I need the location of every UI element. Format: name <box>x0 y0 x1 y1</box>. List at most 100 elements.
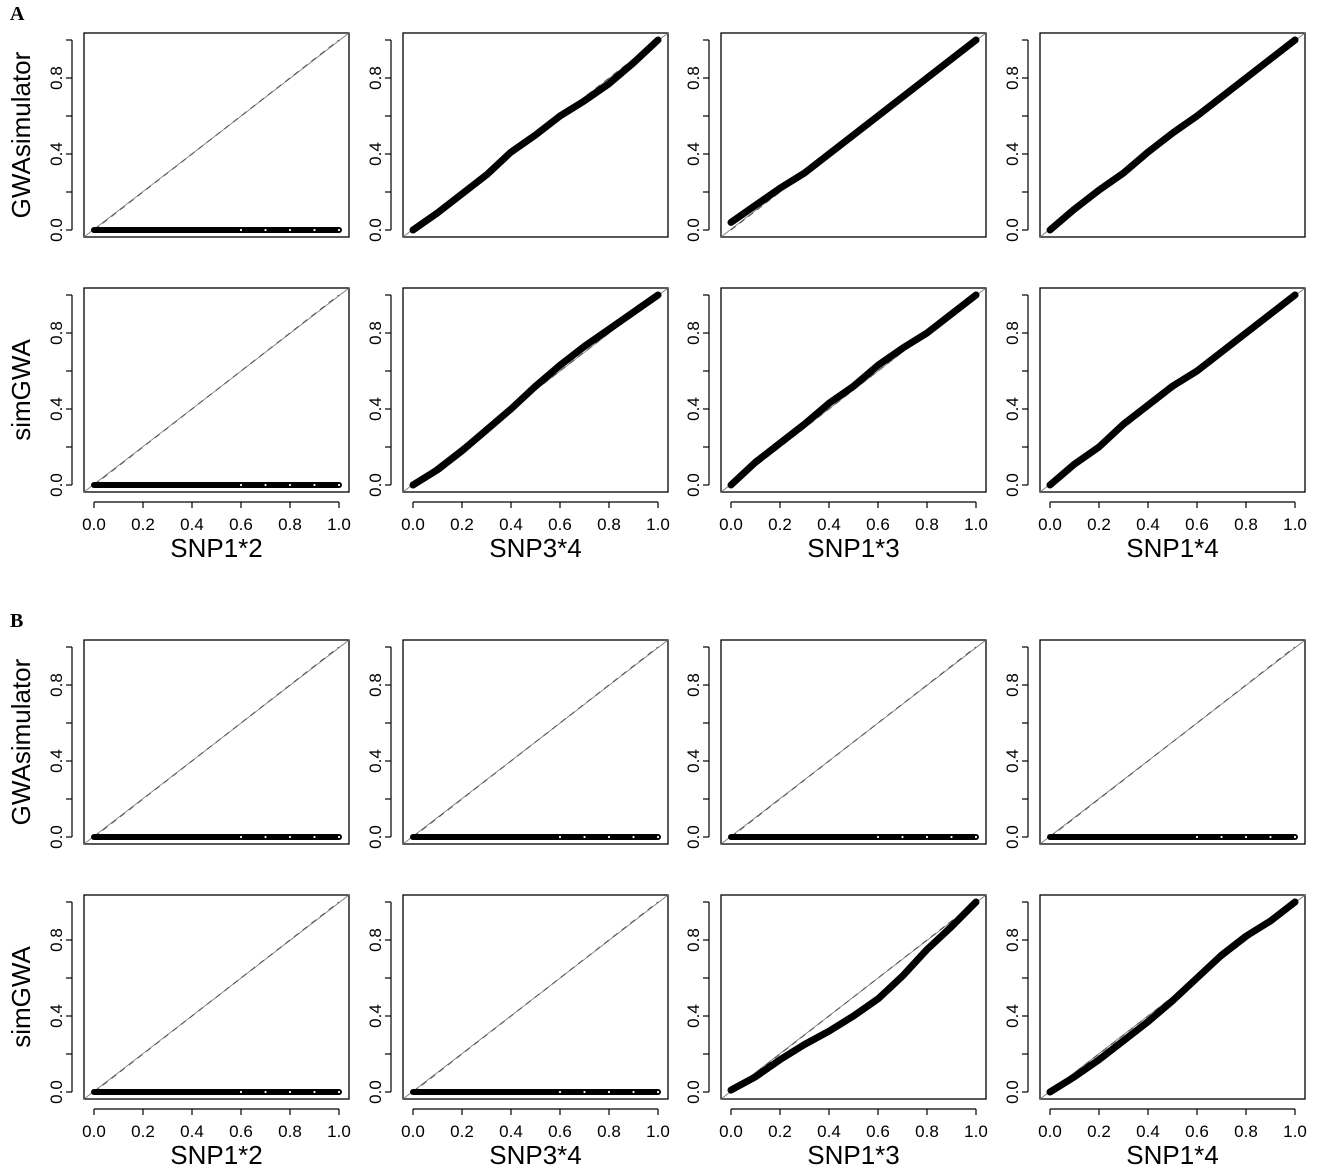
chart-15-frame <box>720 894 987 1100</box>
chart-2: 0.0 0.4 0.8 <box>366 32 669 242</box>
chart-5-series-gap-5 <box>337 483 341 487</box>
chart-11-y-tick-label-3: 0.8 <box>684 673 703 697</box>
chart-5-x-tick-label-2: 0.2 <box>131 515 155 534</box>
chart-6-y-tick-label-3: 0.8 <box>366 321 385 345</box>
chart-5-y-axis-label: simGWA <box>6 339 36 441</box>
chart-13-x-tick-label-2: 0.2 <box>131 1122 155 1141</box>
chart-13: 0.0 0.4 0.8 simGWA 0.0 0.2 0.4 0.6 0.8 1.0 SNP1*2 <box>6 894 351 1170</box>
chart-16-x-tick-label-6: 1.0 <box>1283 1122 1307 1141</box>
chart-13-y-tick-label-2: 0.4 <box>47 1004 66 1028</box>
chart-15-x-tick-label-2: 0.2 <box>768 1122 792 1141</box>
chart-15-series-1 <box>727 898 980 1094</box>
chart-6-x-tick-label-2: 0.2 <box>450 515 474 534</box>
chart-9-series-gap-1 <box>239 835 243 839</box>
chart-1-frame <box>83 32 350 238</box>
chart-5-series-gap-3 <box>288 483 292 487</box>
chart-10-y-tick-label-3: 0.8 <box>366 673 385 697</box>
chart-11-series-gap-2 <box>901 835 904 839</box>
chart-8-series-1 <box>1046 291 1299 489</box>
chart-9-series-gap-3 <box>288 835 292 839</box>
chart-9-y-tick-label-3: 0.8 <box>47 673 66 697</box>
chart-8-x-tick-label-2: 0.2 <box>1087 515 1111 534</box>
chart-11-series-gap-5 <box>974 835 978 839</box>
chart-14-series-gap-2 <box>583 1090 586 1094</box>
chart-3-series-1 <box>727 36 980 226</box>
chart-15-x-tick-label-6: 1.0 <box>964 1122 988 1141</box>
chart-4-y-tick-label-1: 0.0 <box>1003 218 1022 242</box>
chart-5-frame <box>83 287 350 493</box>
chart-6-series-1 <box>409 291 662 489</box>
chart-2-y-tick-label-2: 0.4 <box>366 142 385 166</box>
chart-16-x-tick-label-4: 0.6 <box>1185 1122 1209 1141</box>
chart-7-x-tick-label-5: 0.8 <box>915 515 939 534</box>
chart-5-y-tick-label-3: 0.8 <box>47 321 66 345</box>
chart-5-reference-line <box>93 294 340 486</box>
chart-2-y-tick-label-3: 0.8 <box>366 66 385 90</box>
chart-10-reference-line <box>412 646 659 838</box>
chart-12: 0.0 0.4 0.8 <box>1003 639 1306 849</box>
chart-15-y-tick-label-3: 0.8 <box>684 928 703 952</box>
chart-15: 0.0 0.4 0.8 0.0 0.2 0.4 0.6 0.8 1.0 SNP1*3 <box>684 894 988 1170</box>
chart-5-y-tick-label-1: 0.0 <box>47 473 66 497</box>
chart-14: 0.0 0.4 0.8 0.0 0.2 0.4 0.6 0.8 1.0 SNP3*4 <box>366 894 670 1170</box>
chart-10-y-tick-label-2: 0.4 <box>366 749 385 773</box>
chart-5-x-tick-label-6: 1.0 <box>327 515 351 534</box>
chart-10-series-gap-4 <box>632 835 635 839</box>
chart-1-reference-line <box>93 39 340 231</box>
chart-5: 0.0 0.4 0.8 simGWA 0.0 0.2 0.4 0.6 0.8 1.0 SNP1*2 <box>6 287 351 563</box>
chart-7: 0.0 0.4 0.8 0.0 0.2 0.4 0.6 0.8 1.0 SNP1*3 <box>684 287 988 563</box>
chart-6-x-tick-label-5: 0.8 <box>597 515 621 534</box>
chart-13-y-tick-label-3: 0.8 <box>47 928 66 952</box>
chart-15-y-tick-label-1: 0.0 <box>684 1080 703 1104</box>
chart-14-y-tick-label-2: 0.4 <box>366 1004 385 1028</box>
chart-6-x-tick-label-3: 0.4 <box>499 515 523 534</box>
chart-8-x-tick-label-4: 0.6 <box>1185 515 1209 534</box>
chart-9-frame <box>83 639 350 845</box>
chart-3-y-tick-label-1: 0.0 <box>684 218 703 242</box>
chart-13-series-gap-1 <box>239 1090 243 1094</box>
chart-9-series-gap-2 <box>264 835 267 839</box>
chart-14-series-gap-5 <box>656 1090 660 1094</box>
chart-13-series-gap-4 <box>313 1090 316 1094</box>
chart-5-y-tick-label-2: 0.4 <box>47 397 66 421</box>
chart-16: 0.0 0.4 0.8 0.0 0.2 0.4 0.6 0.8 1.0 SNP1*4 <box>1003 894 1307 1170</box>
chart-16-series-1 <box>1046 898 1299 1096</box>
chart-2-series-1 <box>409 36 662 234</box>
panel-letter-b: B <box>10 610 23 632</box>
chart-11: 0.0 0.4 0.8 <box>684 639 987 849</box>
chart-14-x-tick-label-1: 0.0 <box>401 1122 425 1141</box>
chart-13-series-gap-2 <box>264 1090 267 1094</box>
chart-7-y-tick-label-1: 0.0 <box>684 473 703 497</box>
chart-12-series-gap-5 <box>1293 835 1297 839</box>
chart-14-series-gap-4 <box>632 1090 635 1094</box>
chart-15-y-tick-label-2: 0.4 <box>684 1004 703 1028</box>
chart-8-frame <box>1039 287 1306 493</box>
chart-14-series-gap-3 <box>607 1090 611 1094</box>
chart-14-x-axis-label: SNP3*4 <box>489 1140 582 1170</box>
chart-14-frame <box>402 894 669 1100</box>
chart-5-x-tick-label-1: 0.0 <box>82 515 106 534</box>
chart-1-series-gap-1 <box>239 228 243 232</box>
chart-8-y-tick-label-1: 0.0 <box>1003 473 1022 497</box>
chart-14-y-tick-label-1: 0.0 <box>366 1080 385 1104</box>
chart-11-frame <box>720 639 987 845</box>
chart-1-series-gap-5 <box>337 228 341 232</box>
chart-10: 0.0 0.4 0.8 <box>366 639 669 849</box>
chart-14-y-tick-label-3: 0.8 <box>366 928 385 952</box>
chart-8: 0.0 0.4 0.8 0.0 0.2 0.4 0.6 0.8 1.0 SNP1*4 <box>1003 287 1307 563</box>
chart-5-series-gap-4 <box>313 483 316 487</box>
chart-12-y-tick-label-1: 0.0 <box>1003 825 1022 849</box>
chart-8-y-tick-label-3: 0.8 <box>1003 321 1022 345</box>
chart-13-reference-line <box>93 901 340 1093</box>
chart-10-series-gap-1 <box>558 835 562 839</box>
chart-16-y-tick-label-1: 0.0 <box>1003 1080 1022 1104</box>
chart-9-reference-line <box>93 646 340 838</box>
chart-7-x-tick-label-3: 0.4 <box>817 515 841 534</box>
chart-15-reference-line <box>730 901 977 1093</box>
chart-11-y-tick-label-1: 0.0 <box>684 825 703 849</box>
chart-10-y-tick-label-1: 0.0 <box>366 825 385 849</box>
chart-5-x-tick-label-3: 0.4 <box>180 515 204 534</box>
chart-11-series-gap-1 <box>876 835 880 839</box>
chart-16-x-tick-label-1: 0.0 <box>1038 1122 1062 1141</box>
chart-14-x-tick-label-6: 1.0 <box>646 1122 670 1141</box>
